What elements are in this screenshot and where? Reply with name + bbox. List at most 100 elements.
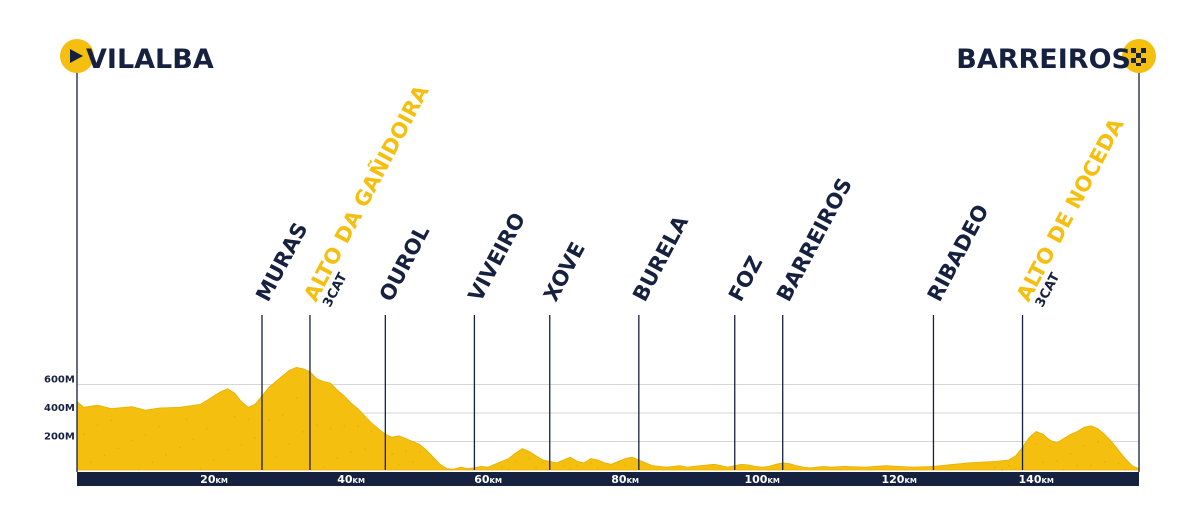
texture-dot [1001, 469, 1003, 471]
texture-dot [1062, 468, 1065, 471]
texture-dot [247, 418, 250, 421]
texture-dot [103, 454, 106, 457]
x-axis-bar [77, 472, 1139, 486]
texture-dot [501, 465, 503, 468]
texture-dot [83, 433, 85, 435]
waypoint-label: RIBADEO [923, 201, 994, 306]
x-tick-label: 120KM [882, 473, 917, 486]
texture-dot [514, 460, 517, 463]
texture-dot [576, 464, 578, 467]
elevation-profile-area [76, 366, 1140, 471]
texture-dot [96, 424, 99, 426]
texture-dot [131, 439, 133, 442]
texture-dot [1042, 461, 1044, 464]
y-tick-label: 200M [44, 432, 75, 443]
texture-dot [1103, 461, 1106, 463]
grid-lines: 200M 400M 600M [44, 375, 1139, 443]
y-tick-label: 400M [44, 403, 75, 414]
texture-dot [624, 464, 626, 467]
texture-dot [1124, 469, 1127, 471]
texture-dot [295, 397, 298, 399]
texture-dot [370, 430, 373, 432]
texture-dot [185, 418, 188, 420]
texture-dot [1110, 446, 1113, 449]
texture-dot [1056, 460, 1058, 462]
texture-dot [617, 461, 620, 464]
texture-dot [1083, 445, 1085, 447]
texture-dot [199, 468, 202, 470]
texture-dot [274, 456, 277, 459]
texture-dot [1076, 464, 1079, 467]
x-tick-label: 60KM [474, 473, 502, 486]
x-tick-label: 140KM [1019, 473, 1054, 486]
texture-dot [89, 461, 92, 464]
texture-dot [1049, 445, 1051, 448]
texture-dot [1035, 443, 1037, 445]
texture-dot [994, 466, 996, 469]
texture-dot [391, 453, 394, 455]
texture-dot [110, 419, 113, 422]
texture-dot [343, 425, 346, 427]
texture-dot [192, 438, 195, 441]
texture-dot [268, 419, 270, 422]
texture-dot [144, 434, 147, 436]
texture-dot [590, 462, 592, 464]
waypoint-label: ALTO DE NOCEDA [1012, 114, 1129, 306]
texture-dot [226, 448, 229, 451]
texture-dot [1117, 462, 1120, 465]
texture-dot [179, 446, 181, 449]
texture-dot [405, 450, 407, 452]
texture-dot [151, 461, 154, 464]
texture-dot [596, 467, 599, 470]
texture-dot [1008, 464, 1010, 467]
texture-dot [1069, 453, 1072, 455]
elevation-area [76, 366, 1140, 471]
texture-dot [507, 468, 510, 471]
start-marker: VILALBA [60, 39, 214, 472]
texture-dot [1090, 464, 1092, 467]
texture-dot [1097, 440, 1099, 443]
texture-dot [281, 414, 284, 416]
texture-dot [535, 466, 537, 469]
texture-dot [137, 468, 140, 471]
texture-dot [336, 457, 339, 459]
texture-dot [158, 425, 160, 428]
texture-dot [165, 454, 167, 456]
texture-dot [288, 443, 291, 445]
start-city-name: VILALBA [86, 44, 214, 75]
waypoint-label: FOZ [724, 252, 767, 305]
x-tick-unit: KM [627, 477, 639, 485]
texture-dot [329, 427, 332, 430]
y-tick-label: 600M [44, 375, 75, 386]
texture-dot [302, 431, 304, 433]
x-tick-label: 80KM [611, 473, 639, 486]
texture-dot [418, 450, 421, 453]
waypoint-label: VIVEIRO [464, 209, 530, 305]
texture-dot [233, 415, 236, 418]
checkered-flag-icon [1131, 48, 1146, 66]
x-tick-unit: KM [1042, 477, 1054, 485]
texture-dot [316, 424, 318, 426]
texture-dot [398, 463, 400, 466]
waypoint-label: BARREIROS [772, 174, 857, 305]
x-tick-label: 100KM [744, 473, 779, 486]
x-axis: 20KM 40KM 60KM 80KM 100KM 120KM 140KM [77, 472, 1139, 486]
texture-dot [322, 466, 325, 468]
waypoint-lines [261, 315, 1024, 470]
texture-dot [350, 451, 352, 453]
x-tick-unit: KM [904, 477, 916, 485]
texture-dot [240, 444, 243, 446]
x-tick-label: 40KM [337, 473, 365, 486]
finish-marker: BARREIROS [956, 39, 1156, 472]
finish-city-name: BARREIROS [956, 44, 1131, 75]
texture-dot [1014, 467, 1017, 470]
texture-dot [432, 458, 435, 461]
play-icon [70, 49, 83, 63]
waypoint-label: XOVE [539, 238, 590, 305]
x-tick-unit: KM [767, 477, 779, 485]
waypoint-label: OUROL [375, 221, 435, 305]
texture-dot [357, 425, 359, 428]
x-tick-unit: KM [490, 477, 502, 485]
